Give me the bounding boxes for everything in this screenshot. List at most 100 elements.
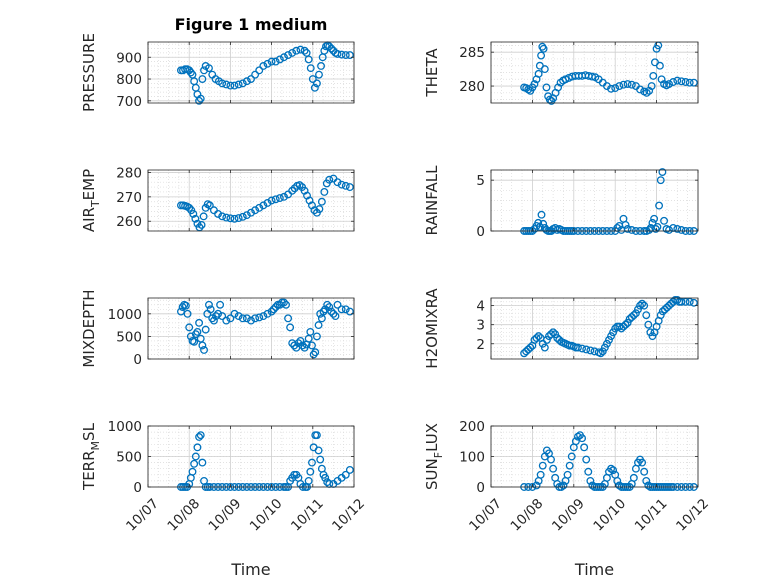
data-point	[325, 303, 334, 311]
data-point	[665, 226, 673, 234]
data-point	[325, 42, 334, 51]
data-point	[177, 307, 185, 316]
data-point	[267, 57, 276, 66]
data-point	[648, 218, 657, 227]
data-point	[640, 301, 649, 310]
data-point	[655, 61, 664, 70]
data-point	[247, 208, 255, 217]
y-axis-label-subscript: F	[432, 452, 445, 458]
y-tick-label: 2	[476, 337, 485, 353]
y-tick-label: 285	[459, 45, 485, 61]
data-point	[269, 305, 278, 314]
data-point	[323, 300, 332, 309]
data-point	[341, 51, 350, 60]
data-point	[200, 66, 208, 75]
data-series	[520, 41, 698, 105]
data-point	[193, 327, 202, 336]
axes-box	[490, 297, 699, 360]
data-point	[607, 84, 616, 93]
data-point	[292, 46, 301, 55]
data-point	[198, 458, 207, 467]
data-point	[623, 225, 632, 233]
data-point	[282, 300, 290, 309]
data-point	[526, 343, 535, 352]
data-point	[542, 83, 551, 92]
data-point	[298, 341, 307, 350]
data-point	[242, 211, 251, 220]
data-point	[689, 78, 698, 87]
y-axis-label: SUNFLUX	[423, 423, 445, 490]
subplot-air-temp: 260 270 280 AIRTEMP	[80, 165, 355, 232]
data-point	[201, 325, 210, 334]
y-axis-label: RAINFALL	[423, 165, 441, 236]
data-point	[547, 455, 555, 464]
data-point	[345, 465, 354, 474]
y-tick-label: 5	[476, 173, 485, 189]
data-point	[311, 348, 320, 357]
data-point	[673, 76, 682, 85]
data-point	[251, 70, 260, 79]
data-point	[539, 219, 548, 228]
data-point	[300, 46, 309, 55]
data-point	[629, 311, 638, 320]
data-point	[669, 78, 678, 86]
data-series	[177, 298, 354, 359]
data-point	[234, 214, 243, 223]
data-point	[689, 298, 698, 307]
subplot-pressure: 700 800 900 PRESSURE	[80, 33, 355, 112]
data-point	[197, 220, 206, 229]
data-point	[205, 201, 214, 210]
data-point	[573, 343, 582, 352]
data-point	[563, 470, 572, 479]
subplot-h2omixra: 2 3 4 H2OMIXRA	[423, 288, 699, 369]
data-point	[185, 203, 194, 212]
data-point	[681, 297, 690, 306]
data-point	[304, 55, 313, 64]
y-axis-label-subscript: T	[89, 200, 102, 208]
data-point	[315, 205, 324, 213]
data-point	[321, 473, 330, 482]
data-point	[280, 53, 288, 62]
y-axis-label: PRESSURE	[80, 33, 98, 112]
data-point	[312, 332, 321, 341]
data-point	[549, 464, 558, 473]
y-tick-label: 800	[116, 72, 142, 88]
data-point	[584, 467, 593, 476]
axes-box	[147, 41, 355, 104]
data-point	[191, 452, 200, 461]
y-tick-label: 100	[459, 450, 485, 466]
data-point	[312, 79, 321, 88]
data-point	[230, 214, 239, 223]
data-point	[615, 82, 624, 91]
data-point	[658, 168, 667, 176]
data-point	[294, 339, 303, 348]
data-point	[609, 466, 618, 475]
data-point	[613, 476, 622, 485]
data-point	[565, 461, 574, 470]
data-point	[567, 452, 576, 461]
y-axis-label-main: SUN	[423, 458, 441, 490]
data-point	[532, 334, 541, 342]
data-point	[627, 226, 636, 234]
data-point	[537, 210, 546, 219]
data-point	[316, 455, 325, 464]
data-point	[634, 305, 642, 314]
data-point	[275, 55, 284, 64]
data-point	[673, 295, 682, 304]
data-point	[247, 316, 255, 325]
axes-box	[490, 41, 699, 104]
data-point	[308, 75, 317, 83]
data-point	[337, 305, 346, 314]
y-axis-label-main: AIR	[80, 207, 98, 232]
data-point	[638, 458, 647, 467]
data-point	[280, 298, 288, 307]
data-point	[646, 328, 655, 337]
y-axis-label: H2OMIXRA	[423, 288, 441, 369]
axes-box	[490, 169, 699, 232]
data-point	[185, 323, 194, 332]
data-point	[573, 432, 582, 441]
data-point	[251, 206, 260, 215]
data-point	[205, 64, 213, 73]
data-point	[602, 339, 611, 348]
data-point	[216, 300, 225, 309]
